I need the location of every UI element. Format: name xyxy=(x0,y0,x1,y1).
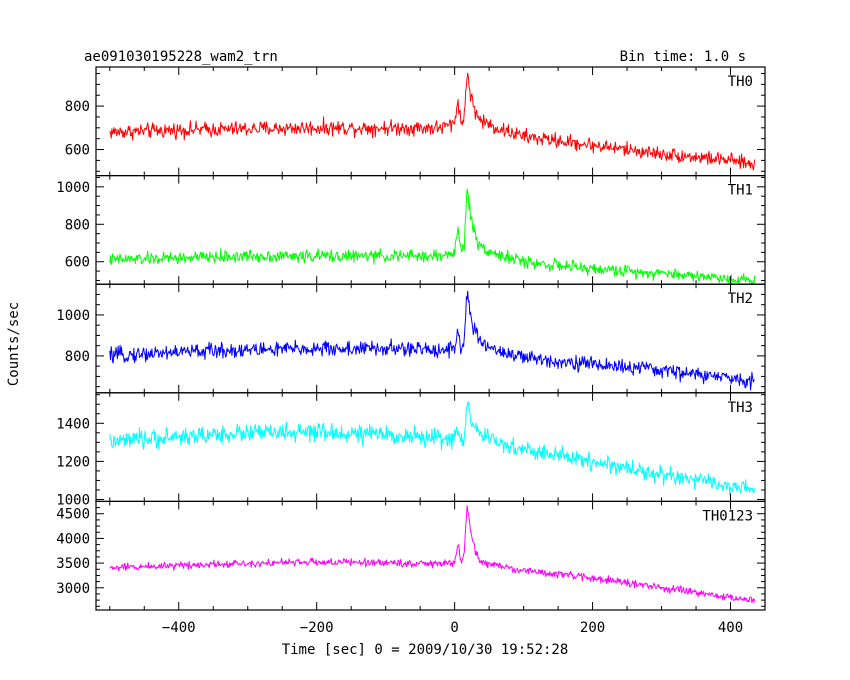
series-label-th0123: TH0123 xyxy=(702,508,753,524)
panel-frame-th0123 xyxy=(95,500,766,611)
y-axis-label: Counts/sec xyxy=(6,302,22,386)
series-label-th1: TH1 xyxy=(728,183,753,199)
y-tick-label-th0123: 4500 xyxy=(56,507,90,523)
x-tick-label: 200 xyxy=(580,620,605,636)
series-label-th2: TH2 xyxy=(728,291,753,307)
y-tick-label-th1: 600 xyxy=(65,255,90,271)
series-label-th3: TH3 xyxy=(728,400,753,416)
y-tick-label-th3: 1000 xyxy=(56,492,90,508)
panels-group: TH0 600 800 TH1 600 800 1000 TH2 800 1000 TH3 1000 1… xyxy=(56,66,766,636)
chart-title: ae091030195228_wam2_trn xyxy=(84,49,278,65)
y-tick-label-th0123: 3000 xyxy=(56,581,90,597)
y-tick-label-th2: 1000 xyxy=(56,308,90,324)
y-tick-label-th3: 1200 xyxy=(56,454,90,470)
y-tick-label-th1: 1000 xyxy=(56,180,90,196)
x-tick-label: 0 xyxy=(450,620,458,636)
panel-frame-th1 xyxy=(95,175,766,285)
y-tick-label-th1: 800 xyxy=(65,217,90,233)
y-tick-label-th2: 800 xyxy=(65,349,90,365)
series-line-th0 xyxy=(109,72,756,171)
x-tick-label: 400 xyxy=(718,620,743,636)
x-axis-label: Time [sec] 0 = 2009/10/30 19:52:28 xyxy=(282,642,569,658)
panel-frame-th2 xyxy=(95,283,766,394)
x-tick-label: −200 xyxy=(300,620,334,636)
y-tick-label-th0123: 3500 xyxy=(56,556,90,572)
panel-frame-th3 xyxy=(95,392,766,502)
series-line-th1 xyxy=(109,188,756,285)
y-tick-label-th3: 1400 xyxy=(56,416,90,432)
series-line-th3 xyxy=(109,401,756,496)
y-tick-label-th0: 800 xyxy=(65,99,90,115)
x-tick-label: −400 xyxy=(162,620,196,636)
y-tick-label-th0123: 4000 xyxy=(56,531,90,547)
series-line-th0123 xyxy=(109,505,756,603)
series-label-th0: TH0 xyxy=(728,74,753,90)
y-tick-label-th0: 600 xyxy=(65,143,90,159)
bin-time-label: Bin time: 1.0 s xyxy=(620,49,746,65)
series-line-th2 xyxy=(109,290,755,391)
